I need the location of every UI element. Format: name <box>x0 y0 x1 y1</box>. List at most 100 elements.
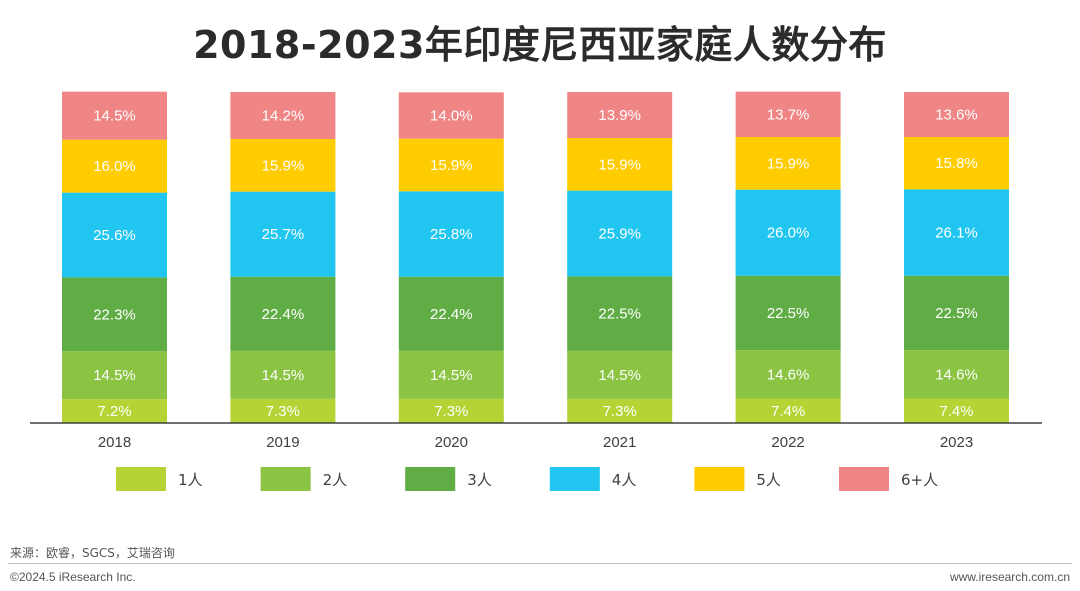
bar-segment-2018-4 <box>62 192 167 278</box>
bar-segment-2021-4 <box>567 190 673 277</box>
bar-segment-2022-3 <box>735 275 841 351</box>
legend: 1人 2人 3人 4人 5人 6+人 <box>116 467 938 491</box>
x-tick-label: 2019 <box>266 434 299 451</box>
data-label: 14.5% <box>598 367 641 384</box>
data-label: 14.6% <box>767 366 810 383</box>
data-label: 14.5% <box>93 367 136 384</box>
x-tick-label: 2020 <box>435 434 468 451</box>
bar-segment-2021-2 <box>567 350 673 399</box>
bar-segment-2018-2 <box>62 351 167 400</box>
legend-label: 4人 <box>612 471 637 489</box>
data-label: 7.3% <box>434 403 468 420</box>
segment-labels-group: 7.2% 14.5% 22.3% 25.6% 16.0% 14.5% 7.3% 14.5% 22… <box>93 106 978 420</box>
bar-segment-2019-5 <box>230 139 336 192</box>
legend-label: 2人 <box>323 471 348 489</box>
data-label: 22.4% <box>430 306 473 323</box>
data-label: 13.9% <box>598 107 641 124</box>
data-label: 7.2% <box>97 403 131 420</box>
data-label: 22.5% <box>767 305 810 322</box>
data-label: 15.9% <box>598 156 641 173</box>
data-label: 16.0% <box>93 158 136 175</box>
data-label: 25.7% <box>262 226 305 243</box>
bar-segment-2022-6 <box>735 91 841 138</box>
bar-segment-2022-4 <box>735 189 841 276</box>
x-axis-labels-group: 2018 2019 2020 2021 2022 2023 <box>98 434 973 451</box>
data-label: 14.5% <box>262 367 305 384</box>
bar-segment-2022-5 <box>735 137 841 190</box>
data-label: 26.0% <box>767 225 810 242</box>
bar-segment-2019-1 <box>230 398 336 423</box>
source-note: 来源：欧睿，SGCS，艾瑞咨询 <box>10 546 175 560</box>
data-label: 22.3% <box>93 306 136 323</box>
bar-segment-2019-2 <box>230 350 336 399</box>
data-label: 13.6% <box>935 107 978 124</box>
legend-label: 5人 <box>756 471 781 489</box>
stacked-bar-chart: 7.2% 14.5% 22.3% 25.6% 16.0% 14.5% 7.3% 14.5% 22… <box>30 91 1042 491</box>
data-label: 15.9% <box>262 157 305 174</box>
bar-segment-2020-5 <box>398 138 504 192</box>
bar-segment-2023-1 <box>904 398 1009 423</box>
data-label: 14.6% <box>935 366 978 383</box>
chart-title: 2018-2023年印度尼西亚家庭人数分布 <box>193 23 887 67</box>
bar-segment-2021-1 <box>567 398 673 423</box>
copyright-text: ©2024.5 iResearch Inc. <box>10 570 136 584</box>
data-label: 7.3% <box>603 403 637 420</box>
legend-swatch <box>405 467 456 491</box>
bar-segment-2023-4 <box>904 189 1009 276</box>
bar-segment-2023-3 <box>904 275 1009 351</box>
data-label: 26.1% <box>935 225 978 242</box>
bar-segment-2019-3 <box>230 276 336 351</box>
data-label: 14.5% <box>430 367 473 384</box>
data-label: 15.9% <box>430 157 473 174</box>
bar-segment-2020-6 <box>398 92 504 139</box>
legend-label: 6+人 <box>901 471 938 489</box>
bar-segment-2023-5 <box>904 137 1009 190</box>
legend-label: 1人 <box>178 471 203 489</box>
x-tick-label: 2021 <box>603 434 636 451</box>
bar-segment-2020-1 <box>398 398 504 423</box>
data-label: 14.2% <box>262 108 305 125</box>
x-tick-label: 2023 <box>940 434 973 451</box>
bar-segment-2019-6 <box>230 92 336 140</box>
legend-swatch <box>839 467 889 491</box>
legend-swatch <box>260 467 311 491</box>
bar-segment-2021-3 <box>567 276 673 351</box>
legend-swatch <box>694 467 745 491</box>
bar-segment-2022-1 <box>735 398 841 423</box>
data-label: 15.9% <box>767 155 810 172</box>
legend-swatch <box>549 467 600 491</box>
data-label: 7.4% <box>939 403 973 420</box>
bar-segment-2019-4 <box>230 191 336 277</box>
bar-segment-2021-5 <box>567 138 673 191</box>
footer-divider <box>8 563 1072 564</box>
legend-swatch <box>116 467 166 491</box>
data-label: 15.8% <box>935 155 978 172</box>
bar-segment-2018-6 <box>62 91 167 140</box>
legend-label: 3人 <box>467 471 492 489</box>
bar-segment-2020-3 <box>398 276 504 351</box>
bars-group <box>62 91 1009 423</box>
data-label: 22.5% <box>935 305 978 322</box>
data-label: 7.4% <box>771 403 805 420</box>
bar-segment-2020-4 <box>398 191 504 277</box>
bar-segment-2018-1 <box>62 399 167 423</box>
bar-segment-2023-2 <box>904 350 1009 399</box>
website-text: www.iresearch.com.cn <box>949 570 1070 584</box>
x-tick-label: 2022 <box>771 434 804 451</box>
data-label: 25.9% <box>598 226 641 243</box>
bar-segment-2023-6 <box>904 92 1009 138</box>
bar-segment-2018-5 <box>62 139 167 193</box>
data-label: 25.6% <box>93 227 136 244</box>
bar-segment-2018-3 <box>62 277 167 352</box>
data-label: 22.4% <box>262 306 305 323</box>
bar-segment-2022-2 <box>735 350 841 399</box>
data-label: 14.0% <box>430 108 473 125</box>
data-label: 13.7% <box>767 106 810 123</box>
data-label: 7.3% <box>266 403 300 420</box>
data-label: 14.5% <box>93 108 136 125</box>
bar-segment-2020-2 <box>398 350 504 399</box>
bar-segment-2021-6 <box>567 92 673 139</box>
data-label: 25.8% <box>430 226 473 243</box>
data-label: 22.5% <box>598 306 641 323</box>
x-tick-label: 2018 <box>98 434 131 451</box>
